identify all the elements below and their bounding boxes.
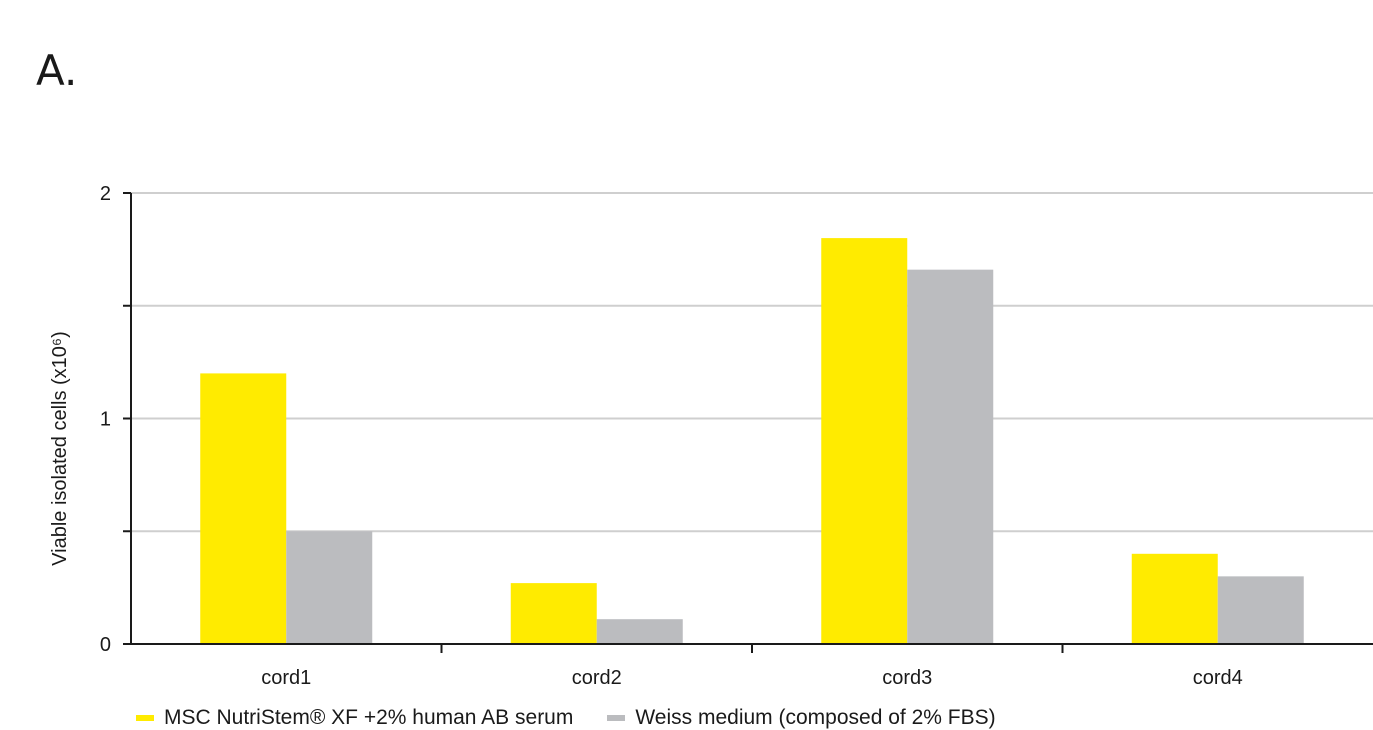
bar-chart: 0 1 2 cord1 cord2 cord3 cord4 Viable isolated… [0, 0, 1373, 700]
x-tick-label: cord3 [882, 667, 932, 689]
legend-entry-series1: MSC NutriStem® XF +2% human AB serum [136, 706, 573, 730]
y-axis-label: Viable isolated cells (x10⁶) [49, 331, 71, 566]
bar-cord2-series2 [597, 619, 683, 644]
bar-cord4-series1 [1132, 554, 1218, 644]
bar-cord4-series2 [1218, 576, 1304, 644]
legend: MSC NutriStem® XF +2% human AB serum Wei… [136, 706, 996, 730]
y-tick-label: 2 [100, 183, 111, 205]
bar-cord3-series2 [907, 270, 993, 644]
legend-swatch-series2 [607, 715, 625, 721]
bar-cord1-series2 [286, 531, 372, 644]
legend-label-series1: MSC NutriStem® XF +2% human AB serum [164, 706, 573, 730]
bar-cord3-series1 [821, 238, 907, 644]
x-tick-label: cord2 [572, 667, 622, 689]
legend-label-series2: Weiss medium (composed of 2% FBS) [635, 706, 995, 730]
y-tick-label: 1 [100, 409, 111, 431]
legend-swatch-series1 [136, 715, 154, 721]
x-tick-label: cord4 [1193, 667, 1243, 689]
bar-cord2-series1 [511, 583, 597, 644]
grid-lines [131, 193, 1373, 531]
legend-entry-series2: Weiss medium (composed of 2% FBS) [607, 706, 995, 730]
y-tick-label: 0 [100, 634, 111, 656]
y-tick-labels: 0 1 2 [100, 183, 131, 656]
x-tick-labels: cord1 cord2 cord3 cord4 [261, 644, 1243, 689]
x-tick-label: cord1 [261, 667, 311, 689]
bar-cord1-series1 [200, 373, 286, 644]
bars [200, 238, 1304, 644]
